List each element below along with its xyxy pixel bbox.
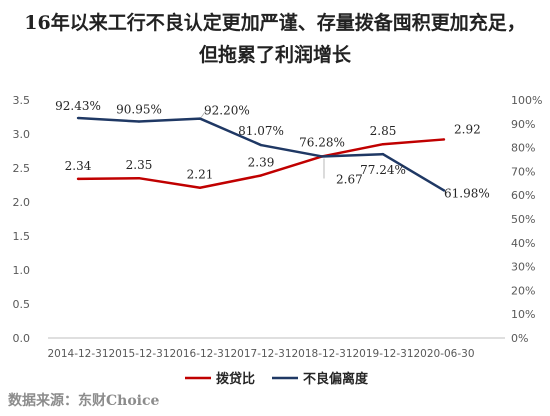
legend-label-provision-ratio: 拨贷比: [216, 371, 255, 387]
y2-axis-tick-label: 80%: [511, 142, 535, 155]
y2-axis-tick-label: 0%: [511, 332, 528, 345]
data-label-npl-deviation: 90.95%: [116, 103, 162, 117]
legend-label-npl-deviation: 不良偏离度: [303, 371, 369, 387]
data-point-provision-ratio: [198, 186, 202, 189]
data-point-provision-ratio: [76, 177, 80, 181]
data-point-provision-ratio: [442, 138, 446, 141]
y-axis-tick-label: 2.0: [13, 196, 31, 209]
y-axis-tick-label: 0.0: [13, 332, 31, 345]
y-axis-tick-label: 3.5: [13, 94, 31, 107]
data-label-provision-ratio: 2.39: [248, 155, 275, 169]
data-label-provision-ratio: 2.35: [126, 158, 153, 172]
data-point-npl-deviation: [442, 189, 446, 192]
data-point-provision-ratio: [381, 143, 385, 146]
data-point-provision-ratio: [137, 177, 141, 180]
data-point-npl-deviation: [259, 143, 263, 147]
data-label-provision-ratio: 2.92: [454, 122, 481, 136]
x-axis-tick-label: 2018-12-31: [291, 348, 352, 360]
data-label-leader-line: [200, 110, 207, 118]
data-point-provision-ratio: [259, 174, 263, 177]
y2-axis-tick-label: 90%: [511, 118, 535, 131]
y2-axis-tick-label: 40%: [511, 237, 535, 250]
y2-axis-tick-label: 60%: [511, 189, 535, 202]
y2-axis-tick-label: 30%: [511, 261, 535, 274]
y-axis-tick-label: 1.5: [13, 230, 31, 243]
data-label-npl-deviation: 92.43%: [55, 99, 101, 113]
data-label-provision-ratio: 2.21: [187, 168, 214, 182]
data-point-npl-deviation: [76, 116, 80, 120]
data-label-npl-deviation: 81.07%: [238, 124, 284, 138]
y-axis-tick-label: 1.0: [13, 264, 31, 277]
y-axis-tick-label: 0.5: [13, 298, 31, 311]
data-point-npl-deviation: [320, 155, 324, 158]
x-axis-tick-label: 2019-12-31: [352, 348, 413, 360]
y-axis-tick-label: 3.0: [13, 128, 31, 141]
x-axis-tick-label: 2016-12-31: [169, 348, 230, 360]
chart-title-line-1: 16年以来工行不良认定更加严谨、存量拨备囤积更加充足，: [24, 12, 526, 34]
x-axis-tick-label: 2017-12-31: [230, 348, 291, 360]
data-point-npl-deviation: [137, 120, 141, 123]
data-label-npl-deviation: 76.28%: [299, 135, 345, 149]
data-label-provision-ratio: 2.85: [370, 124, 397, 138]
data-point-npl-deviation: [198, 117, 202, 120]
x-axis-tick-label: 2015-12-31: [108, 348, 169, 360]
y2-axis-tick-label: 100%: [511, 94, 542, 107]
x-axis-tick-label: 2014-12-31: [47, 348, 108, 360]
y2-axis-tick-label: 10%: [511, 308, 535, 321]
data-label-provision-ratio: 2.67: [336, 172, 363, 186]
data-label-npl-deviation: 92.20%: [204, 104, 250, 118]
chart-title-line-2: 但拖累了利润增长: [198, 44, 351, 66]
data-label-npl-deviation: 61.98%: [444, 186, 490, 200]
data-point-npl-deviation: [381, 152, 385, 156]
source-note: 数据来源：东财Choice: [8, 393, 160, 409]
x-axis-tick-label: 2020-06-30: [413, 348, 474, 360]
data-label-provision-ratio: 2.34: [65, 159, 92, 173]
y2-axis-tick-label: 70%: [511, 165, 535, 178]
y2-axis-tick-label: 50%: [511, 213, 535, 226]
data-label-npl-deviation: 77.24%: [360, 163, 406, 177]
y2-axis-tick-label: 20%: [511, 284, 535, 297]
y-axis-tick-label: 2.5: [13, 162, 31, 175]
